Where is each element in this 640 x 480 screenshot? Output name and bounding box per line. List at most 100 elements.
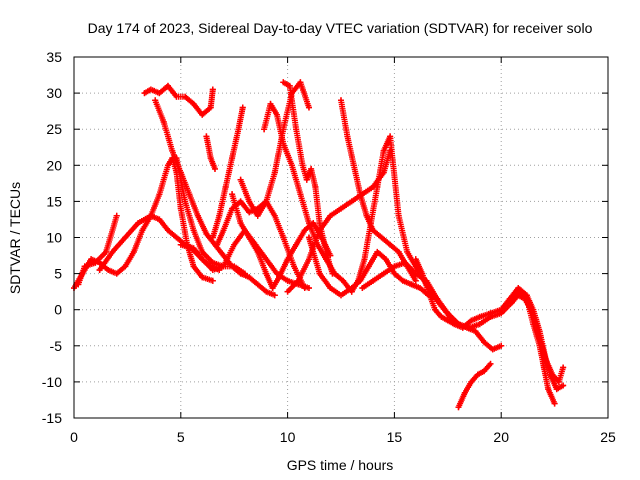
data-point (417, 285, 424, 292)
data-point (288, 162, 295, 169)
data-point (280, 234, 287, 241)
data-point (254, 281, 261, 288)
data-point (378, 234, 385, 241)
data-point (182, 198, 189, 205)
series-arc-21 (455, 360, 494, 411)
data-point (177, 241, 184, 248)
y-tick-label: 30 (46, 85, 62, 101)
data-point (209, 86, 216, 93)
data-point (122, 263, 129, 270)
data-point (474, 371, 481, 378)
data-point (301, 227, 308, 234)
data-point (498, 342, 505, 349)
data-point (312, 183, 319, 190)
data-point (399, 277, 406, 284)
data-point (109, 248, 116, 255)
data-point (387, 133, 394, 140)
data-point (299, 162, 306, 169)
data-point (434, 295, 441, 302)
data-point (246, 234, 253, 241)
data-point (263, 288, 270, 295)
data-point (515, 285, 522, 292)
data-point (239, 104, 246, 111)
data-point (231, 263, 238, 270)
data-point (177, 205, 184, 212)
data-point (164, 162, 171, 169)
data-point (199, 248, 206, 255)
data-point (122, 234, 129, 241)
data-point (301, 285, 308, 292)
data-point (338, 205, 344, 212)
data-point (273, 111, 280, 118)
data-point (263, 198, 270, 205)
data-point (220, 263, 227, 270)
data-point (141, 90, 148, 97)
data-point (419, 270, 426, 277)
data-point (316, 270, 323, 277)
data-point (246, 274, 253, 281)
data-point (338, 292, 344, 299)
data-point (156, 191, 163, 198)
data-point (209, 259, 216, 266)
data-point (476, 313, 483, 320)
data-point (515, 292, 522, 299)
y-axis-label: SDTVAR / TECUs (7, 182, 23, 294)
data-point (81, 263, 88, 270)
data-point (555, 378, 562, 385)
y-tick-label: 15 (46, 193, 62, 209)
data-point (327, 212, 334, 219)
y-tick-label: 5 (54, 266, 62, 282)
data-point (267, 100, 274, 107)
data-point (305, 104, 312, 111)
data-point (359, 285, 366, 292)
data-point (431, 306, 438, 313)
data-point (295, 277, 302, 284)
data-point (327, 285, 334, 292)
data-point (280, 79, 287, 86)
data-point (199, 256, 206, 263)
data-point (476, 321, 483, 328)
data-point (188, 245, 195, 252)
data-point (235, 126, 242, 133)
x-tick-label: 15 (387, 429, 403, 445)
data-point (391, 263, 398, 270)
series-arc-18 (348, 133, 505, 353)
data-point (523, 292, 530, 299)
data-point (203, 230, 210, 237)
data-point (323, 248, 330, 255)
data-point (113, 212, 120, 219)
data-point (237, 220, 244, 227)
y-tick-label: 20 (46, 157, 62, 173)
series-arc-22 (508, 292, 567, 393)
data-point (209, 266, 216, 273)
data-point (229, 155, 236, 162)
data-point (365, 263, 372, 270)
data-point (402, 259, 409, 266)
y-tick-label: -5 (50, 338, 63, 354)
data-point (216, 212, 223, 219)
data-point (444, 317, 451, 324)
data-point (340, 277, 347, 284)
data-point (297, 79, 304, 86)
data-point (361, 256, 368, 263)
data-point (271, 169, 278, 176)
data-point (190, 100, 197, 107)
data-point (173, 234, 180, 241)
data-point (209, 277, 216, 284)
y-tick-label: -10 (42, 374, 62, 390)
data-point (508, 299, 515, 306)
data-point (316, 227, 323, 234)
data-point (444, 310, 451, 317)
plot-frame (73, 56, 609, 419)
data-point (560, 364, 567, 371)
data-point (209, 234, 216, 241)
data-point (237, 176, 244, 183)
data-point (303, 176, 310, 183)
chart-title: Day 174 of 2023, Sidereal Day-to-day VTE… (88, 20, 593, 36)
data-point (271, 292, 278, 299)
data-point (190, 263, 197, 270)
data-point (147, 212, 154, 219)
data-point (164, 82, 171, 89)
data-point (284, 256, 291, 263)
data-point (199, 111, 206, 118)
